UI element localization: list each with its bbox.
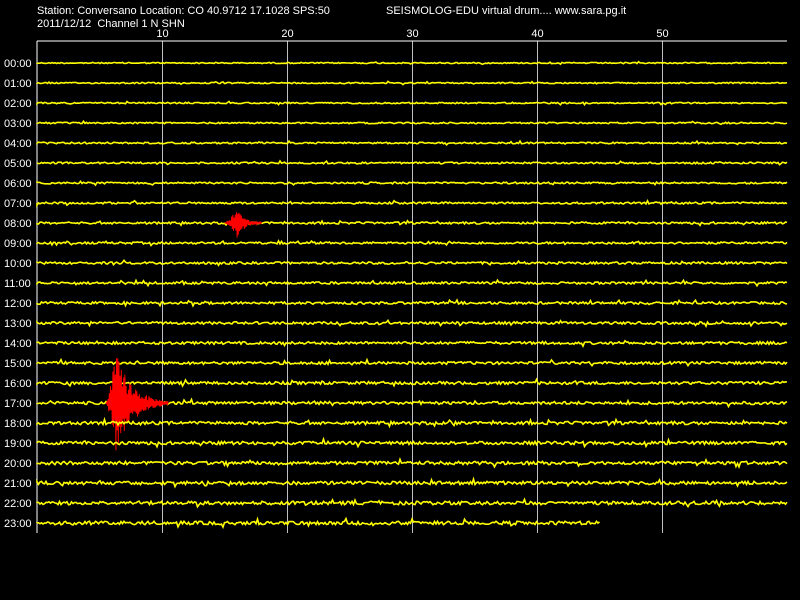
hour-trace bbox=[36, 357, 788, 368]
row-time-label: 20:00 bbox=[4, 458, 32, 470]
hour-trace bbox=[36, 476, 788, 489]
row-time-label: 02:00 bbox=[4, 98, 32, 110]
date-channel-info: 2011/12/12 Channel 1 N SHN bbox=[37, 18, 185, 30]
row-time-label: 18:00 bbox=[4, 418, 32, 430]
row-time-label: 07:00 bbox=[4, 198, 32, 210]
hour-trace bbox=[36, 80, 788, 86]
hour-trace bbox=[36, 198, 788, 208]
x-tick-label: 50 bbox=[656, 28, 668, 40]
row-time-label: 23:00 bbox=[4, 518, 32, 530]
row-time-label: 04:00 bbox=[4, 138, 32, 150]
row-time-label: 21:00 bbox=[4, 478, 32, 490]
hour-trace bbox=[36, 318, 788, 329]
x-tick-label: 40 bbox=[531, 28, 543, 40]
row-time-label: 01:00 bbox=[4, 78, 32, 90]
row-time-label: 12:00 bbox=[4, 298, 32, 310]
row-time-label: 14:00 bbox=[4, 338, 32, 350]
hour-trace bbox=[36, 179, 788, 187]
earthquake-event-trace bbox=[105, 358, 169, 451]
hour-trace bbox=[36, 139, 788, 146]
hour-trace bbox=[36, 516, 600, 530]
row-time-label: 11:00 bbox=[4, 278, 31, 290]
hour-trace bbox=[36, 239, 788, 247]
row-time-label: 17:00 bbox=[4, 398, 32, 410]
x-tick-label: 30 bbox=[406, 28, 418, 40]
hour-trace bbox=[36, 60, 788, 66]
row-time-label: 10:00 bbox=[4, 258, 32, 270]
x-tick-label: 10 bbox=[156, 28, 168, 40]
hour-trace bbox=[36, 159, 788, 166]
row-time-label: 05:00 bbox=[4, 158, 32, 170]
hour-trace bbox=[36, 497, 788, 509]
hour-trace bbox=[36, 436, 788, 449]
row-time-label: 00:00 bbox=[4, 58, 32, 70]
hour-trace bbox=[36, 339, 788, 349]
app-title: SEISMOLOG-EDU virtual drum.... www.sara.… bbox=[386, 5, 627, 17]
row-time-label: 08:00 bbox=[4, 218, 32, 230]
row-time-label: 19:00 bbox=[4, 438, 32, 450]
row-time-label: 22:00 bbox=[4, 498, 32, 510]
hour-trace bbox=[36, 457, 788, 469]
hour-trace bbox=[36, 416, 788, 429]
row-time-label: 06:00 bbox=[4, 178, 32, 190]
hour-trace bbox=[36, 119, 788, 126]
row-time-label: 16:00 bbox=[4, 378, 32, 390]
hour-trace bbox=[36, 219, 788, 227]
hour-trace bbox=[36, 259, 788, 267]
hour-trace bbox=[36, 278, 788, 288]
row-time-label: 13:00 bbox=[4, 318, 32, 330]
row-time-label: 03:00 bbox=[4, 118, 32, 130]
hour-trace bbox=[36, 100, 788, 107]
row-time-label: 09:00 bbox=[4, 238, 32, 250]
station-info: Station: Conversano Location: CO 40.9712… bbox=[37, 5, 330, 17]
hour-trace bbox=[36, 377, 788, 388]
earthquake-event-trace bbox=[224, 212, 263, 238]
hour-trace bbox=[36, 298, 788, 308]
x-tick-label: 20 bbox=[281, 28, 293, 40]
row-time-label: 15:00 bbox=[4, 358, 32, 370]
